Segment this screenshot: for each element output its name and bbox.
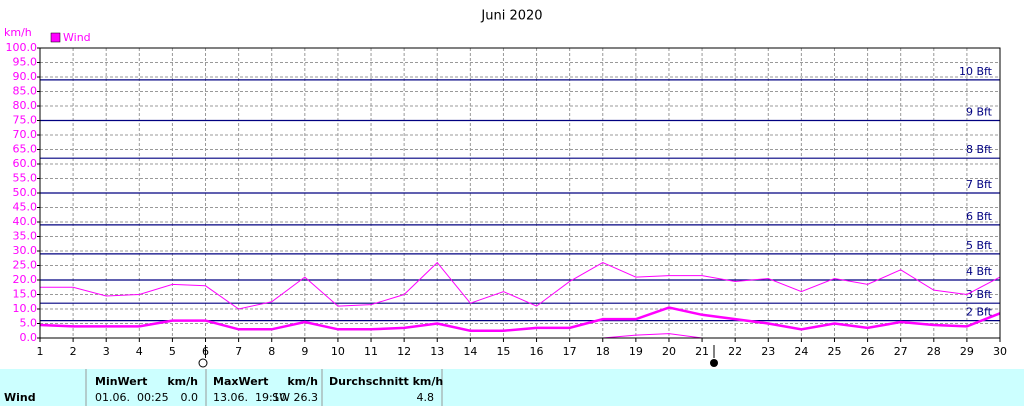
x-tick-label: 10 <box>331 345 345 358</box>
x-tick-label: 27 <box>894 345 908 358</box>
y-tick-label: 85.0 <box>13 85 38 98</box>
table-header: km/h <box>287 375 318 388</box>
y-tick-label: 10.0 <box>13 302 38 315</box>
y-tick-label: 75.0 <box>13 114 38 127</box>
moon-icon <box>710 359 718 367</box>
table-cell: 0.0 <box>181 391 199 404</box>
y-tick-label: 95.0 <box>13 56 38 69</box>
beaufort-label: 9 Bft <box>966 106 993 119</box>
chart-title: Juni 2020 <box>480 9 542 24</box>
x-tick-label: 18 <box>596 345 610 358</box>
y-tick-label: 55.0 <box>13 172 38 185</box>
x-tick-label: 16 <box>530 345 544 358</box>
x-tick-label: 23 <box>761 345 775 358</box>
table-header: MaxWert <box>213 375 268 388</box>
y-tick-label: 25.0 <box>13 259 38 272</box>
y-tick-label: 50.0 <box>13 186 38 199</box>
y-tick-label: 65.0 <box>13 143 38 156</box>
x-tick-label: 26 <box>861 345 875 358</box>
x-tick-label: 5 <box>169 345 176 358</box>
table-header: km/h <box>167 375 198 388</box>
x-tick-label: 1 <box>37 345 44 358</box>
x-tick-label: 22 <box>728 345 742 358</box>
table-header: MinWert <box>95 375 147 388</box>
x-tick-label: 29 <box>960 345 974 358</box>
x-tick-label: 13 <box>430 345 444 358</box>
plot-border <box>39 47 1001 339</box>
x-tick-label: 12 <box>397 345 411 358</box>
table-cell: 4.8 <box>417 391 435 404</box>
x-tick-label: 7 <box>235 345 242 358</box>
x-tick-label: 6 <box>202 345 209 358</box>
beaufort-label: 4 Bft <box>966 265 993 278</box>
y-tick-label: 80.0 <box>13 99 38 112</box>
beaufort-label: 2 Bft <box>966 306 993 319</box>
y-tick-label: 20.0 <box>13 273 38 286</box>
beaufort-label: 10 Bft <box>959 65 993 78</box>
beaufort-label: 3 Bft <box>966 288 993 301</box>
x-tick-label: 3 <box>103 345 110 358</box>
x-tick-label: 20 <box>662 345 676 358</box>
beaufort-label: 7 Bft <box>966 178 993 191</box>
legend-swatch <box>50 32 61 43</box>
x-tick-label: 4 <box>136 345 143 358</box>
beaufort-label: 8 Bft <box>966 143 993 156</box>
y-tick-label: 0.0 <box>20 331 38 344</box>
x-tick-label: 2 <box>70 345 77 358</box>
x-tick-label: 11 <box>364 345 378 358</box>
x-tick-label: 24 <box>794 345 808 358</box>
x-tick-label: 28 <box>927 345 941 358</box>
moon-icon <box>198 358 208 368</box>
moon-phases <box>198 345 718 368</box>
x-tick-label: 17 <box>563 345 577 358</box>
series-line <box>39 306 1001 332</box>
y-tick-label: 90.0 <box>13 70 38 83</box>
y-tick-label: 60.0 <box>13 157 38 170</box>
y-tick-label: 70.0 <box>13 128 38 141</box>
x-tick-label: 25 <box>827 345 841 358</box>
table-cell: 01.06. 00:25 <box>95 391 169 404</box>
y-tick-label: 15.0 <box>13 288 38 301</box>
y-tick-label: 30.0 <box>13 244 38 257</box>
x-tick-label: 15 <box>496 345 510 358</box>
table-header: Durchschnitt km/h <box>329 375 443 388</box>
y-axis-label: km/h <box>4 26 32 39</box>
x-tick-label: 30 <box>993 345 1007 358</box>
legend-label: Wind <box>63 31 91 44</box>
y-tick-label: 40.0 <box>13 215 38 228</box>
table-cell: 13.06. 19:10 <box>213 391 287 404</box>
x-tick-label: 8 <box>268 345 275 358</box>
series-line <box>40 261 1001 310</box>
x-tick-label: 14 <box>463 345 477 358</box>
x-tick-label: 9 <box>301 345 308 358</box>
x-tick-label: 19 <box>629 345 643 358</box>
y-tick-label: 100.0 <box>6 41 38 54</box>
beaufort-label: 6 Bft <box>966 210 993 223</box>
beaufort-label: 5 Bft <box>966 239 993 252</box>
summary-table: Wind MinWert km/h MaxWert km/h Durchschn… <box>0 369 1024 406</box>
y-tick-label: 45.0 <box>13 201 38 214</box>
x-tick-label: 21 <box>695 345 709 358</box>
y-tick-label: 35.0 <box>13 230 38 243</box>
series-line <box>602 333 703 339</box>
row-label: Wind <box>4 391 36 404</box>
table-bg <box>0 369 1024 406</box>
table-cell: SW 26.3 <box>272 391 318 404</box>
y-tick-label: 5.0 <box>20 317 38 330</box>
